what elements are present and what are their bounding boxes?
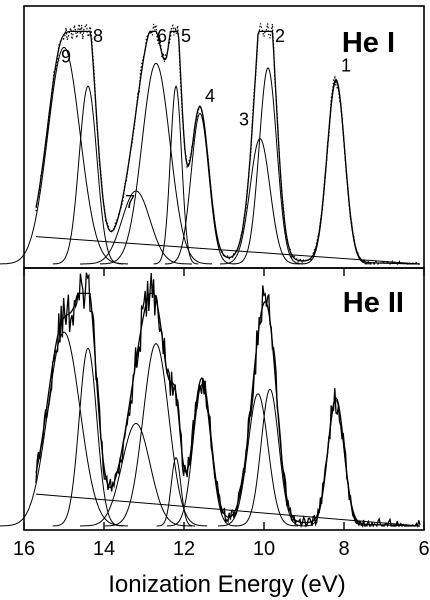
x-tick-label-10: 10 [253, 538, 275, 560]
gaussian-component-8 [52, 347, 124, 527]
peak-label-6: 6 [157, 26, 167, 46]
panel-he-i: 1 2 3 4 56 7 8 9 [0, 22, 421, 266]
peak-label-3: 3 [239, 109, 249, 129]
gaussian-component-5 [156, 456, 196, 527]
fit-envelope-line [35, 30, 420, 265]
x-tick-label-6: 6 [418, 538, 429, 560]
gaussian-component-9 [0, 46, 128, 265]
panel-label-he-ii: He II [343, 287, 404, 319]
gaussian-component-7 [80, 422, 192, 527]
panel-he-ii-frame [23, 267, 425, 531]
peak-label-9: 9 [61, 47, 71, 67]
gaussian-component-1 [303, 399, 369, 527]
gaussian-component-6 [104, 343, 208, 527]
gaussian-component-1 [300, 80, 372, 265]
gaussian-component-8 [52, 85, 124, 265]
gaussian-component-6 [100, 62, 212, 265]
experimental-spectrum [35, 22, 421, 266]
gaussian-component-2 [232, 67, 304, 265]
x-tick-label-12: 12 [173, 538, 195, 560]
gaussian-component-7 [80, 190, 192, 265]
x-tick-label-14: 14 [93, 538, 115, 560]
peak-label-4: 4 [205, 86, 215, 106]
x-tick-label-16: 16 [13, 538, 35, 560]
panel-he-ii [0, 272, 421, 529]
peak-label-7: 7 [125, 192, 135, 212]
peak-label-8: 8 [93, 26, 103, 46]
x-axis: 16 14 12 10 8 6 [13, 268, 430, 560]
gaussian-component-5 [153, 84, 199, 265]
x-axis-title: Ionization Energy (eV) [108, 571, 345, 598]
baseline-line [35, 236, 421, 265]
gaussian-component-3 [217, 393, 299, 527]
panel-label-he-i: He I [342, 27, 395, 59]
peak-label-5: 5 [181, 26, 191, 46]
gaussian-component-4 [164, 112, 236, 265]
peak-label-2: 2 [275, 26, 285, 46]
fit-envelope-line [35, 292, 420, 527]
gaussian-component-2 [234, 388, 306, 527]
peak-label-1: 1 [341, 56, 351, 76]
x-tick-label-8: 8 [338, 538, 349, 560]
gaussian-component-9 [0, 331, 128, 527]
gaussian-component-3 [219, 138, 301, 265]
